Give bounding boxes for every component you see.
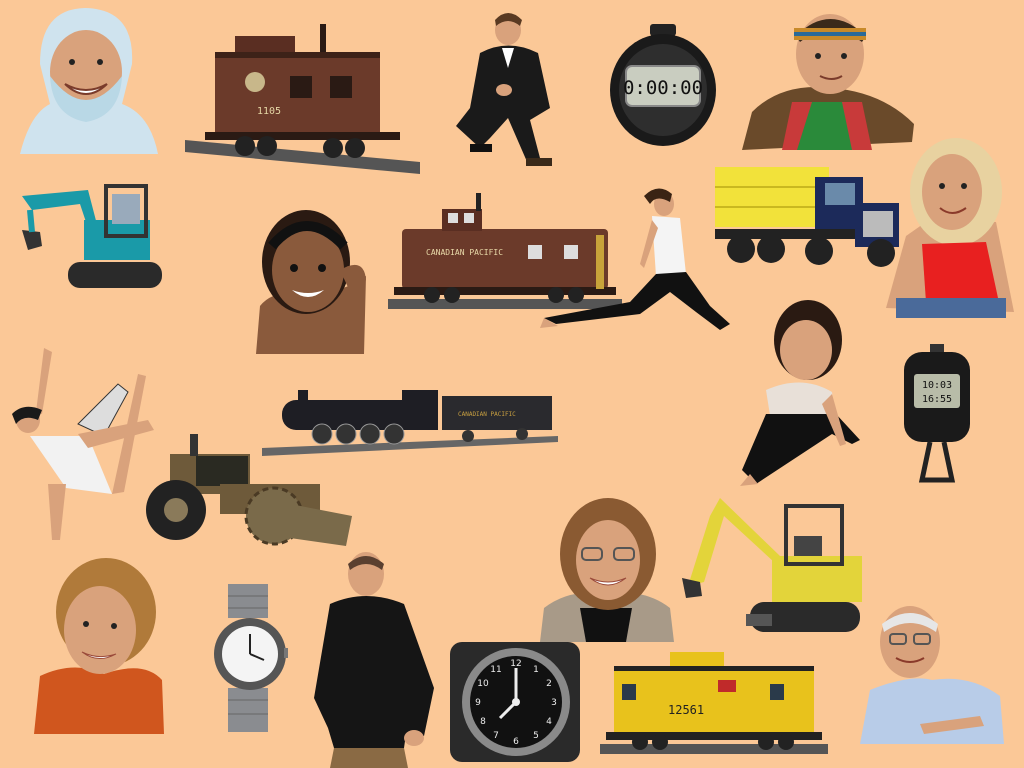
svg-text:4: 4 <box>546 717 552 727</box>
svg-text:CANADIAN PACIFIC: CANADIAN PACIFIC <box>458 411 516 418</box>
mini-excavator-yellow-photo <box>680 496 868 636</box>
caboose-number: 1105 <box>257 106 281 117</box>
svg-text:10: 10 <box>477 679 489 689</box>
woman-stretching-photo <box>540 184 736 336</box>
svg-text:2: 2 <box>546 679 552 689</box>
woman-sitting-floor-photo <box>736 294 862 490</box>
steam-locomotive-photo: CANADIAN PACIFIC <box>262 386 558 456</box>
svg-text:6: 6 <box>513 737 519 747</box>
svg-text:5: 5 <box>533 731 539 741</box>
girl-blonde-photo <box>886 136 1016 324</box>
man-hood-photo <box>10 4 160 158</box>
caboose-brown-photo: 1105 <box>185 22 420 174</box>
wristwatch-photo <box>214 584 288 732</box>
man-suit-crouch-photo <box>450 8 558 170</box>
svg-text:10:03: 10:03 <box>922 380 952 391</box>
svg-text:3: 3 <box>551 698 557 708</box>
svg-text:12: 12 <box>510 659 521 669</box>
old-man-glasses-photo <box>860 604 1004 744</box>
mini-excavator-teal-photo <box>18 180 162 294</box>
svg-text:9: 9 <box>475 698 481 708</box>
man-black-shirt-photo <box>314 548 438 768</box>
svg-text:7: 7 <box>493 731 499 741</box>
svg-text:1: 1 <box>533 665 539 675</box>
svg-text:8: 8 <box>480 717 486 727</box>
compactor-roller-photo <box>140 434 352 552</box>
woman-glasses-photo <box>540 498 674 642</box>
caboose-cp-lettering: CANADIAN PACIFIC <box>426 248 503 257</box>
caboose-canadian-pacific-photo: CANADIAN PACIFIC <box>388 193 622 313</box>
woman-dancing-photo <box>8 344 158 544</box>
stopwatch-digital-photo: 10:03 16:55 <box>902 344 972 486</box>
young-man-smiling-photo <box>34 556 164 734</box>
caboose-yellow-number: 12561 <box>668 703 704 717</box>
boy-headband-photo <box>742 2 917 152</box>
stopwatch-display: 0:00:00 <box>623 77 703 99</box>
stopwatch-round-photo: 0:00:00 <box>608 24 718 148</box>
svg-text:11: 11 <box>490 665 501 675</box>
truck-yellow-photo <box>715 163 901 269</box>
caboose-yellow-photo: 12561 <box>600 648 828 760</box>
girl-braids-photo <box>256 196 368 354</box>
svg-text:16:55: 16:55 <box>922 394 952 405</box>
